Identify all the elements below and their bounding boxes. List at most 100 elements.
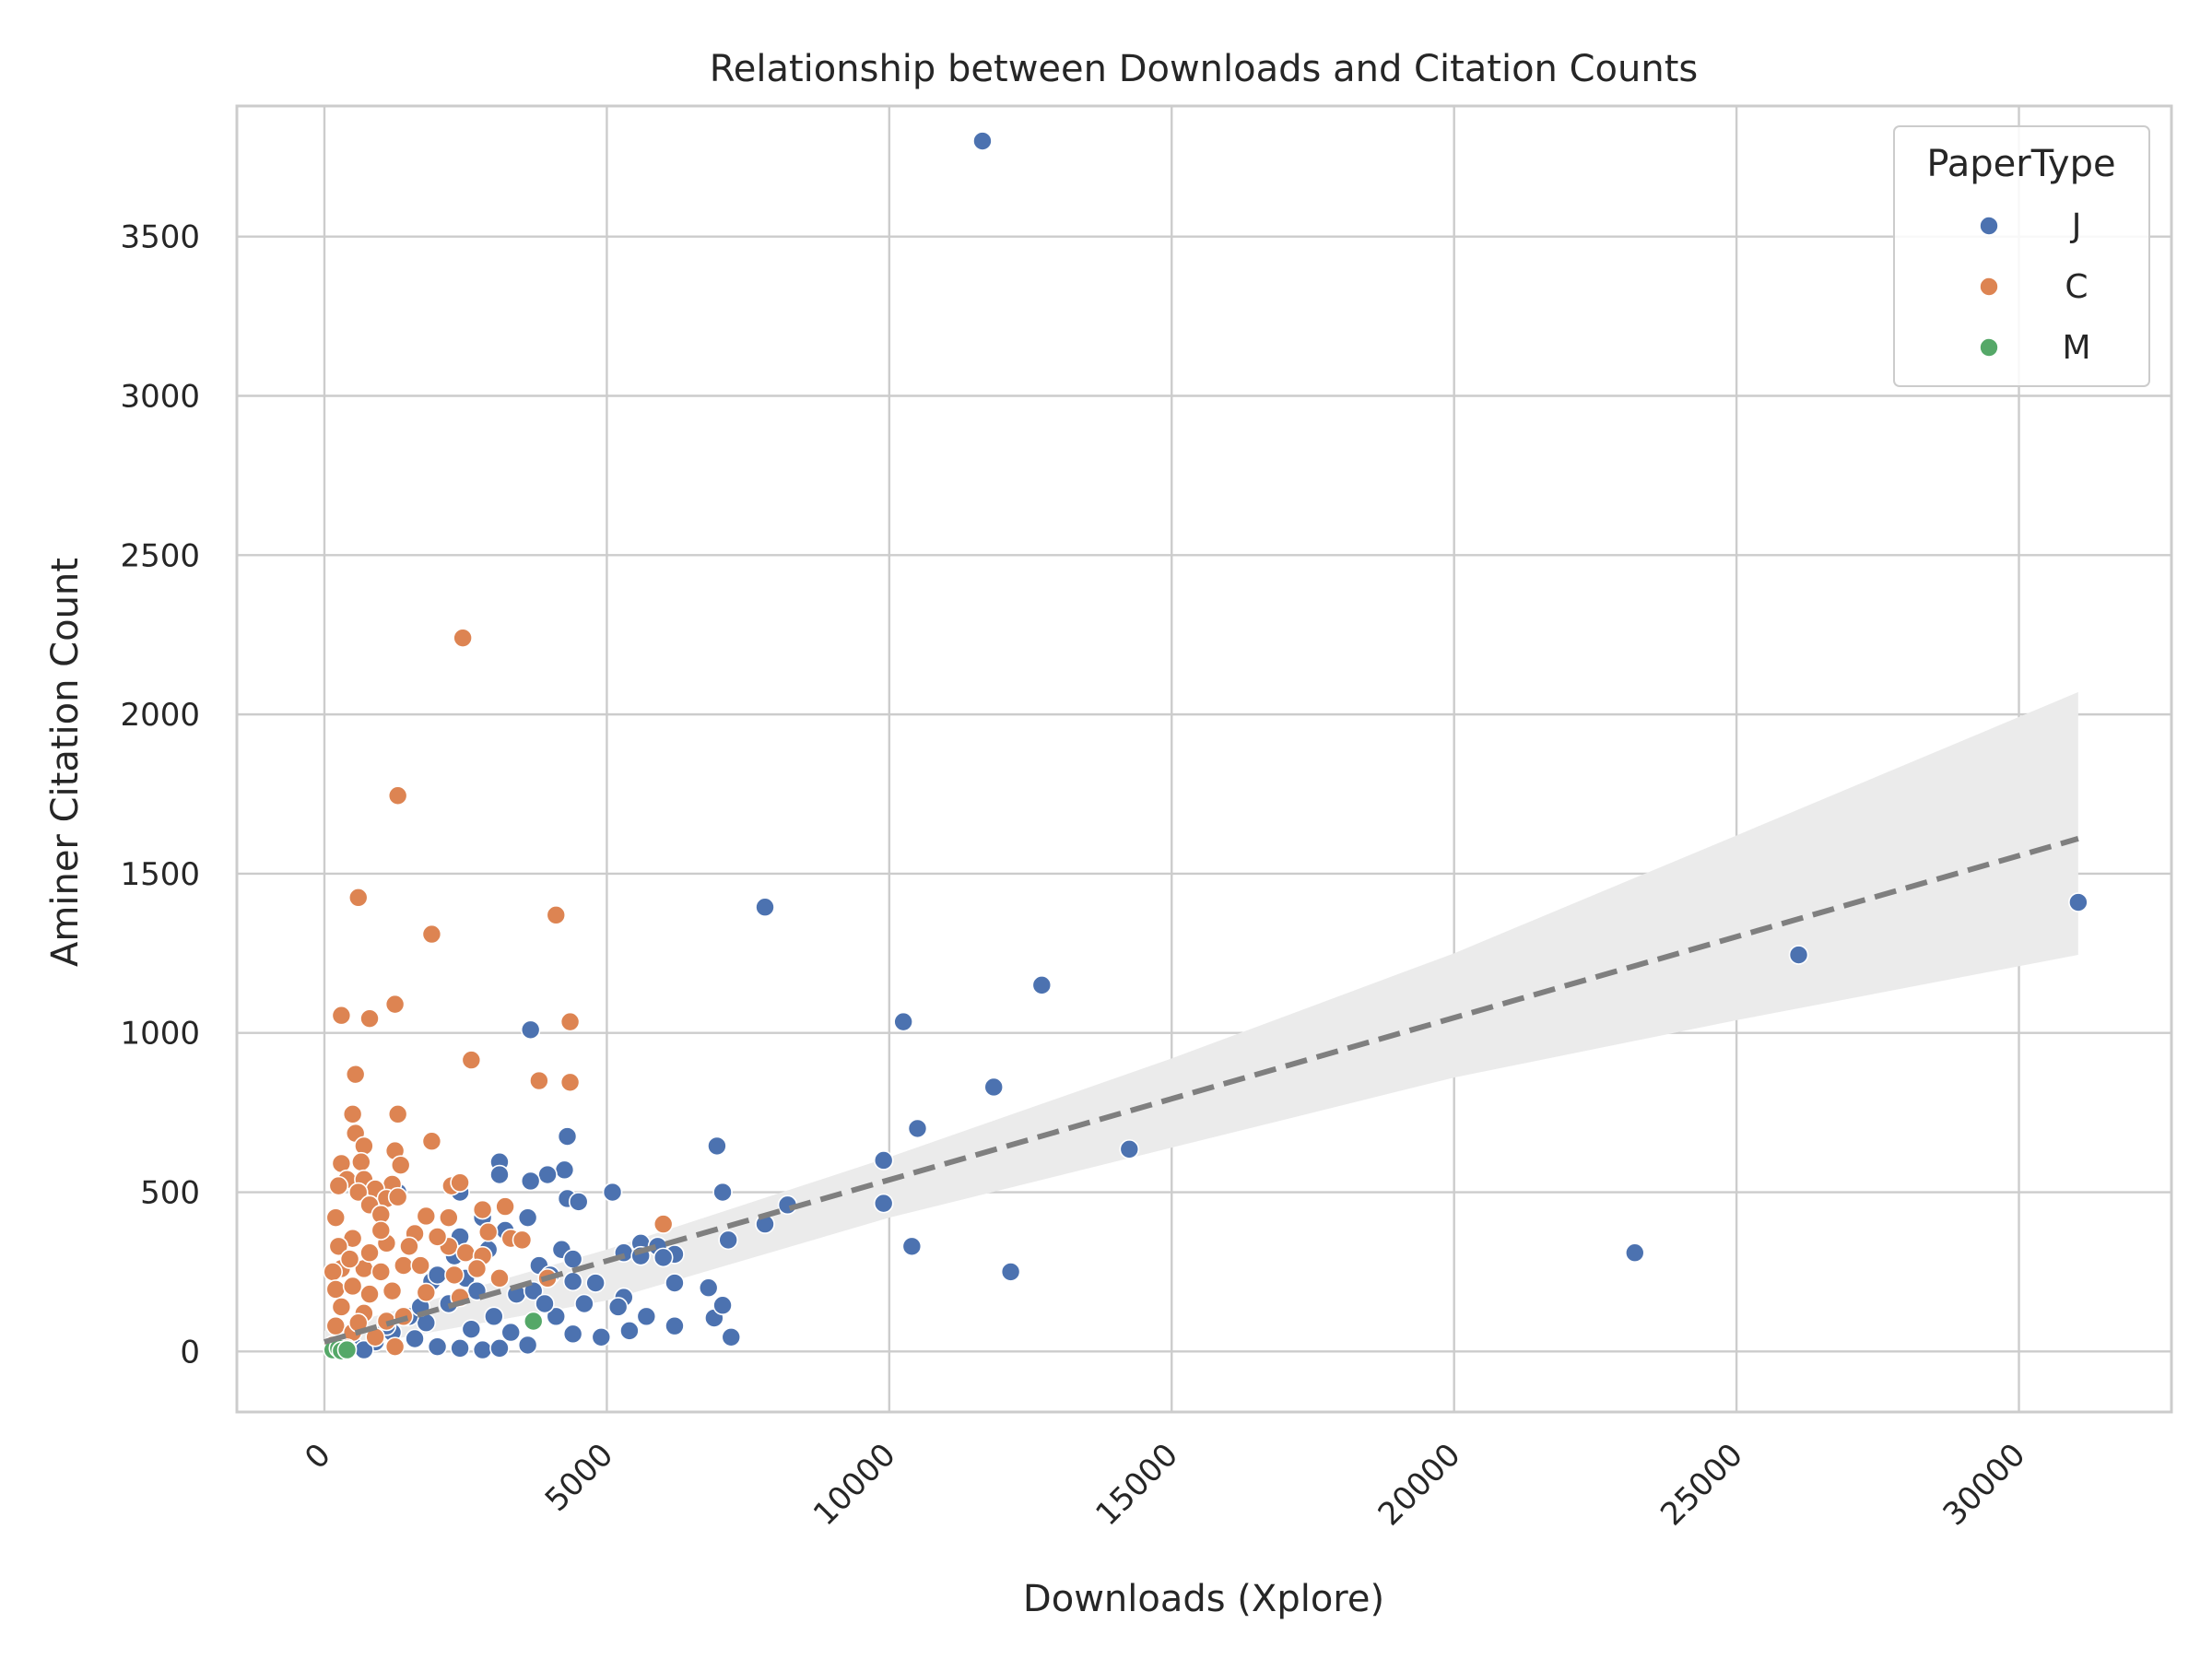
point-j [568,1192,589,1212]
point-j [500,1322,522,1343]
point-c [371,1262,392,1282]
point-c [390,1155,411,1175]
point-c [453,628,473,648]
point-c [325,1315,347,1336]
point-j [591,1326,612,1347]
point-j [546,1306,567,1327]
point-c [427,1227,448,1247]
y-tick-label: 2500 [120,537,200,574]
point-j [562,1271,583,1292]
point-j [1031,975,1053,995]
point-j [520,1019,541,1041]
legend-title: PaperType [1926,143,2115,185]
point-j [707,1135,727,1157]
y-axis-label: Aminer Citation Count [44,558,87,967]
point-j [1788,945,1809,965]
plot-frame [235,104,2173,1414]
point-j [712,1295,733,1316]
point-j [517,1207,538,1228]
point-j [893,1011,913,1032]
point-c [342,1276,363,1297]
point-c [559,1072,581,1093]
point-c [339,1249,360,1269]
point-c [416,1282,437,1303]
point-j [537,1164,558,1185]
point-c [384,1336,406,1357]
point-j [1119,1139,1140,1159]
point-c [489,1268,510,1288]
point-c [472,1199,493,1220]
point-c [347,888,369,908]
point-j [585,1273,606,1293]
y-tick-label: 0 [180,1334,200,1371]
regression-line [324,836,2079,1345]
point-c [439,1207,459,1228]
point-c [466,1258,488,1279]
legend: PaperType JCM [1893,125,2150,387]
point-j [1000,1262,1021,1282]
y-tick-label: 3500 [120,219,200,256]
point-j [1624,1242,1645,1263]
point-j [450,1338,470,1359]
regression-line-layer [324,836,2079,1345]
point-c [328,1236,349,1257]
point-j [554,1159,575,1181]
point-j [619,1321,640,1341]
point-c [546,905,567,925]
point-m [523,1311,544,1332]
point-c [529,1070,549,1091]
y-tick-label: 3000 [120,379,200,416]
point-j [535,1293,555,1314]
point-j [574,1293,594,1314]
point-j [607,1297,629,1317]
point-j [517,1335,538,1356]
points-layer [323,131,2088,1361]
point-j [405,1328,425,1349]
point-c [342,1104,363,1124]
point-c [359,1284,380,1304]
point-j [472,1339,493,1360]
point-c [495,1196,515,1217]
point-j [718,1230,738,1251]
point-j [698,1277,719,1299]
point-c [359,1008,380,1029]
legend-box [1893,125,2150,387]
point-j [983,1077,1005,1098]
point-c [421,1131,442,1152]
point-c [450,1172,470,1193]
point-j [873,1193,894,1214]
point-c [345,1064,366,1085]
legend-items: JCM [1979,207,2091,367]
y-tick-label: 1500 [120,856,200,893]
y-tick-label: 500 [140,1175,200,1212]
point-c [455,1242,477,1263]
point-c [331,1297,352,1317]
point-j [427,1265,448,1286]
point-c [399,1236,419,1257]
y-tick-label: 2000 [120,697,200,734]
point-j [873,1150,894,1171]
point-m [336,1339,358,1360]
point-j [2068,892,2088,912]
point-j [602,1182,623,1203]
point-c [323,1262,343,1282]
series-c [323,628,674,1359]
point-j [562,1249,583,1269]
point-j [562,1324,583,1345]
chart-title: Relationship between Downloads and Citat… [710,48,1699,90]
point-j [665,1273,685,1293]
legend-label-m: M [2062,329,2090,367]
point-j [972,131,993,151]
point-j [907,1118,928,1139]
point-c [653,1214,674,1234]
point-j [489,1338,510,1359]
y-tick-label: 1000 [120,1016,200,1053]
x-axis-label: Downloads (Xplore) [1023,1578,1384,1620]
point-c [512,1230,533,1251]
point-c [559,1011,581,1032]
point-c [421,924,442,945]
legend-marker-j [1979,216,1999,236]
point-j [721,1326,742,1347]
